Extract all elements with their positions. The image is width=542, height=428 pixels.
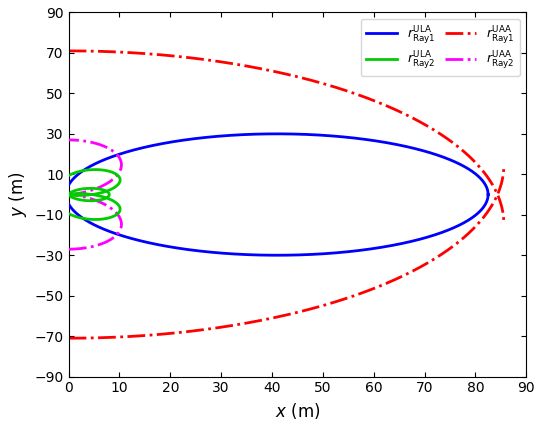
Y-axis label: $y$ (m): $y$ (m) <box>7 172 29 217</box>
X-axis label: $x$ (m): $x$ (m) <box>275 401 320 421</box>
Legend: $r_{\mathrm{Ray1}}^{\mathrm{ULA}}$, $r_{\mathrm{Ray2}}^{\mathrm{ULA}}$, $r_{\mat: $r_{\mathrm{Ray1}}^{\mathrm{ULA}}$, $r_{… <box>360 19 520 77</box>
